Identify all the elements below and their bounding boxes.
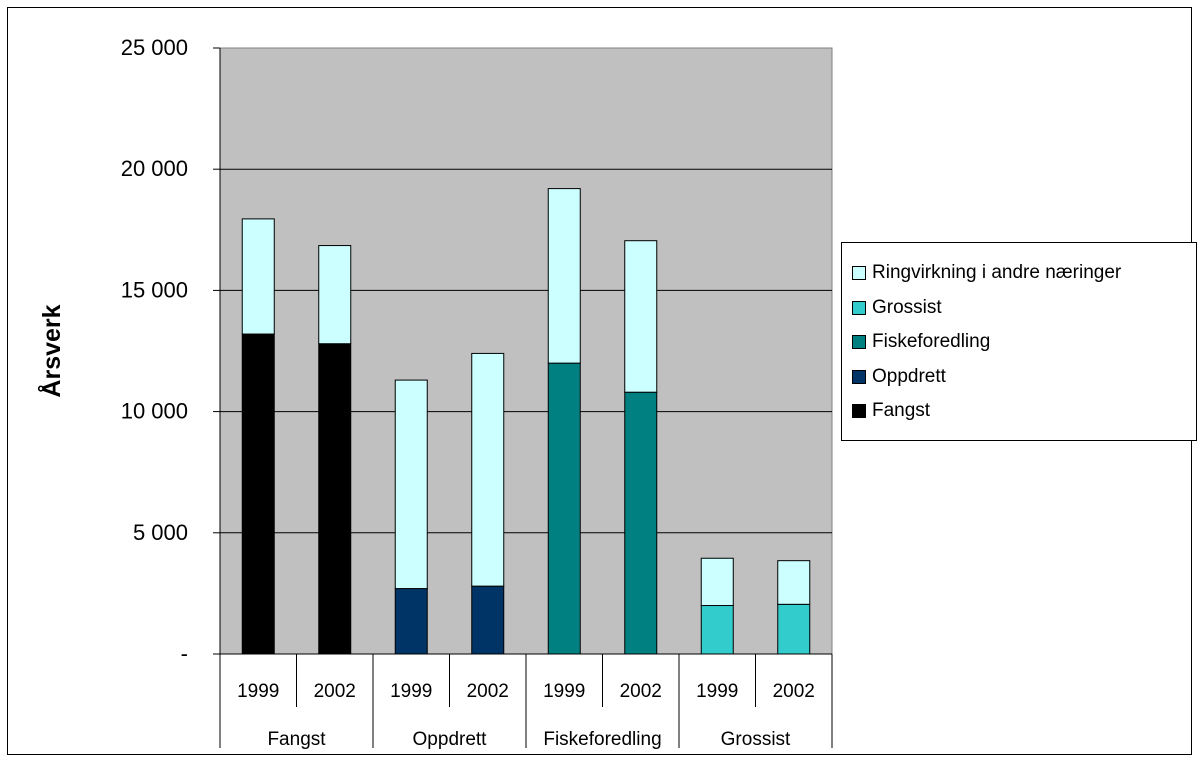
x-tick-label: 1999 bbox=[543, 681, 585, 702]
x-tick-label: 2002 bbox=[620, 681, 662, 702]
bar-segment-fiskeforedling bbox=[547, 362, 581, 655]
bar-segment-grossist bbox=[700, 605, 734, 655]
y-tick-label: 5 000 bbox=[133, 520, 188, 545]
bar-segment-ringvirkning-i-andre-n-ringer bbox=[547, 188, 581, 364]
bar-segment-ringvirkning-i-andre-n-ringer bbox=[624, 240, 658, 393]
legend: Ringvirkning i andre næringer Grossist Fis… bbox=[841, 242, 1197, 441]
x-group-label: Fiskeforedling bbox=[543, 729, 661, 750]
x-group-label: Fangst bbox=[267, 729, 326, 750]
bar-segment-oppdrett bbox=[394, 588, 428, 655]
legend-item: Oppdrett bbox=[852, 360, 1196, 395]
y-tick-label: 25 000 bbox=[121, 35, 188, 60]
legend-item: Fangst bbox=[852, 394, 1196, 429]
x-axis: 1999 2002 1999 2002 1999 2002 1999 2002 Fangst Op… bbox=[219, 653, 833, 750]
legend-swatch bbox=[852, 266, 866, 281]
legend-swatch bbox=[852, 335, 866, 350]
legend-label: Fangst bbox=[872, 400, 931, 422]
bar-segment-fangst bbox=[241, 333, 275, 655]
legend-label: Fiskeforedling bbox=[872, 331, 991, 353]
bar-segment-fiskeforedling bbox=[624, 391, 658, 655]
y-tick-label: 20 000 bbox=[121, 156, 188, 181]
legend-label: Grossist bbox=[872, 296, 942, 318]
legend-swatch bbox=[852, 404, 866, 419]
x-tick-label: 1999 bbox=[237, 681, 279, 702]
bars bbox=[241, 188, 811, 655]
bar-segment-ringvirkning-i-andre-n-ringer bbox=[700, 557, 734, 607]
y-tick-label: 15 000 bbox=[121, 277, 188, 302]
bar-segment-ringvirkning-i-andre-n-ringer bbox=[318, 245, 352, 345]
legend-item: Fiskeforedling bbox=[852, 325, 1196, 360]
bar-segment-oppdrett bbox=[471, 585, 505, 655]
y-tick-label: - bbox=[181, 641, 188, 666]
x-tick-label: 2002 bbox=[314, 681, 356, 702]
legend-swatch bbox=[852, 369, 866, 384]
plot-area bbox=[219, 47, 833, 655]
legend-label: Ringvirkning i andre næringer bbox=[872, 262, 1122, 284]
x-tick-label: 1999 bbox=[696, 681, 738, 702]
legend-swatch bbox=[852, 300, 866, 315]
y-axis: - 5 000 10 000 15 000 20 000 25 000 bbox=[121, 35, 221, 666]
x-tick-label: 2002 bbox=[773, 681, 815, 702]
bar-segment-ringvirkning-i-andre-n-ringer bbox=[777, 560, 811, 605]
legend-item: Grossist bbox=[852, 291, 1196, 326]
x-tick-label: 1999 bbox=[390, 681, 432, 702]
legend-label: Oppdrett bbox=[872, 365, 946, 387]
x-tick-label: 2002 bbox=[467, 681, 509, 702]
bar-segment-ringvirkning-i-andre-n-ringer bbox=[241, 218, 275, 335]
x-group-label: Oppdrett bbox=[413, 729, 488, 750]
bar-segment-ringvirkning-i-andre-n-ringer bbox=[471, 352, 505, 587]
y-tick-label: 10 000 bbox=[121, 399, 188, 424]
bar-segment-ringvirkning-i-andre-n-ringer bbox=[394, 379, 428, 590]
x-group-label: Grossist bbox=[721, 729, 791, 750]
y-axis-title: Årsverk bbox=[37, 304, 66, 397]
bar-segment-fangst bbox=[318, 343, 352, 655]
bar-segment-grossist bbox=[777, 603, 811, 655]
legend-item: Ringvirkning i andre næringer bbox=[852, 256, 1196, 291]
